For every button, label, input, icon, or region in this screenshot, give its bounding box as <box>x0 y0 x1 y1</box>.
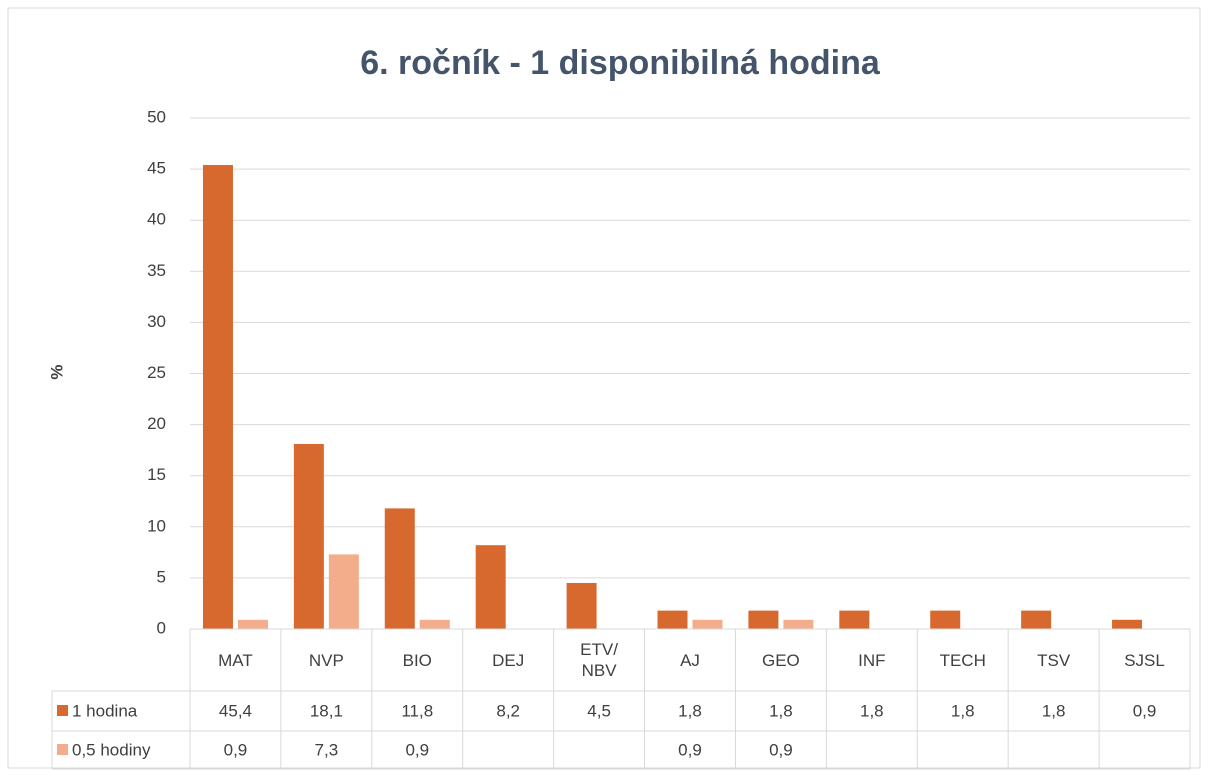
legend-swatch <box>57 705 68 716</box>
x-tick-label: ETV/ NBV <box>580 640 618 680</box>
value-label: 8,2 <box>496 701 520 720</box>
x-tick-label: DEJ <box>492 650 525 670</box>
value-label: 45,4 <box>219 701 252 720</box>
y-tick-label: 50 <box>147 107 166 126</box>
y-tick-label: 30 <box>147 312 166 331</box>
bar <box>419 619 450 629</box>
bar <box>692 619 723 629</box>
bar <box>930 610 961 629</box>
y-tick-label: 5 <box>157 567 166 586</box>
bar <box>202 165 233 629</box>
x-tick-label: TECH <box>939 650 986 670</box>
x-tick-label: SJSL <box>1124 650 1165 670</box>
legend-label: 0,5 hodiny <box>72 740 151 759</box>
y-tick-label: 15 <box>147 465 166 484</box>
bar <box>748 610 779 629</box>
y-tick-label: 10 <box>147 516 166 535</box>
bar <box>293 444 324 629</box>
value-label: 7,3 <box>315 740 339 759</box>
chart-border <box>7 7 1201 769</box>
value-label: 1,8 <box>951 701 975 720</box>
value-label: 0,9 <box>678 740 702 759</box>
value-label: 11,8 <box>401 701 433 720</box>
bar <box>237 619 268 629</box>
bar <box>328 554 359 629</box>
y-tick-label: 25 <box>147 363 166 382</box>
x-tick-label: MAT <box>218 650 253 670</box>
legend-swatch <box>57 744 68 755</box>
bar <box>657 610 688 629</box>
x-tick-label: GEO <box>762 650 800 670</box>
value-label: 0,9 <box>405 740 429 759</box>
value-label: 0,9 <box>1133 701 1157 720</box>
bar <box>475 545 506 629</box>
x-tick-label: TSV <box>1037 650 1071 670</box>
y-tick-label: 20 <box>147 414 166 433</box>
bar <box>1021 610 1052 629</box>
x-tick-label: INF <box>858 650 886 670</box>
bar <box>783 619 814 629</box>
x-tick-label: BIO <box>402 650 432 670</box>
value-label: 1,8 <box>678 701 702 720</box>
x-tick-label: NVP <box>308 650 344 670</box>
y-tick-label: 35 <box>147 261 166 280</box>
chart-title: 6. ročník - 1 disponibilná hodina <box>360 44 881 82</box>
value-label: 1,8 <box>860 701 884 720</box>
y-tick-label: 40 <box>147 210 166 229</box>
bar <box>1112 619 1143 629</box>
value-label: 0,9 <box>224 740 248 759</box>
bar <box>384 508 415 629</box>
bar <box>566 583 597 629</box>
bar <box>839 610 870 629</box>
y-tick-label: 45 <box>147 159 166 178</box>
value-label: 4,5 <box>587 701 611 720</box>
value-label: 1,8 <box>769 701 793 720</box>
value-label: 0,9 <box>769 740 793 759</box>
y-tick-label: 0 <box>157 618 166 637</box>
value-label: 1,8 <box>1042 701 1066 720</box>
y-axis-label: % <box>47 364 66 379</box>
x-tick-label: AJ <box>680 650 700 670</box>
legend-label: 1 hodina <box>72 701 138 720</box>
value-label: 18,1 <box>310 701 343 720</box>
